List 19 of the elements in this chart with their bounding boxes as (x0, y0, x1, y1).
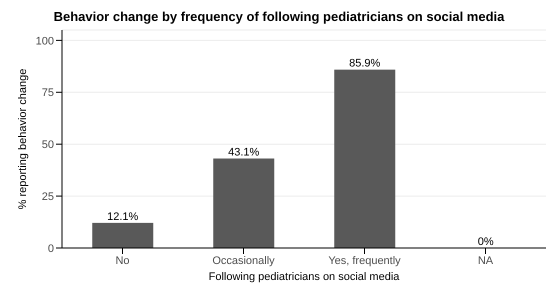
bar (213, 158, 274, 248)
y-tick-label: 50 (42, 139, 54, 152)
data-label: 0% (478, 236, 494, 248)
bar (92, 222, 154, 248)
chart-title: Behavior change by frequency of following pediatricians on social media (52, 8, 506, 26)
bar (334, 70, 396, 248)
y-tick-label: 25 (42, 191, 54, 203)
x-tick-label: Yes, frequently (328, 254, 402, 267)
y-tick-label: 100 (36, 35, 54, 48)
x-axis-title: Following pediatricians on social media (208, 271, 400, 283)
y-tick-label: 0 (48, 242, 54, 255)
data-label: 85.9% (349, 58, 381, 70)
x-tick-label: Occasionally (212, 254, 276, 267)
x-tick-label: No (115, 254, 130, 267)
y-axis-title: % reporting behavior change (16, 68, 29, 210)
data-label: 12.1% (107, 210, 139, 223)
data-label: 43.1% (228, 146, 260, 159)
x-tick-label: NA (478, 254, 494, 267)
y-tick-label: 75 (42, 87, 54, 100)
